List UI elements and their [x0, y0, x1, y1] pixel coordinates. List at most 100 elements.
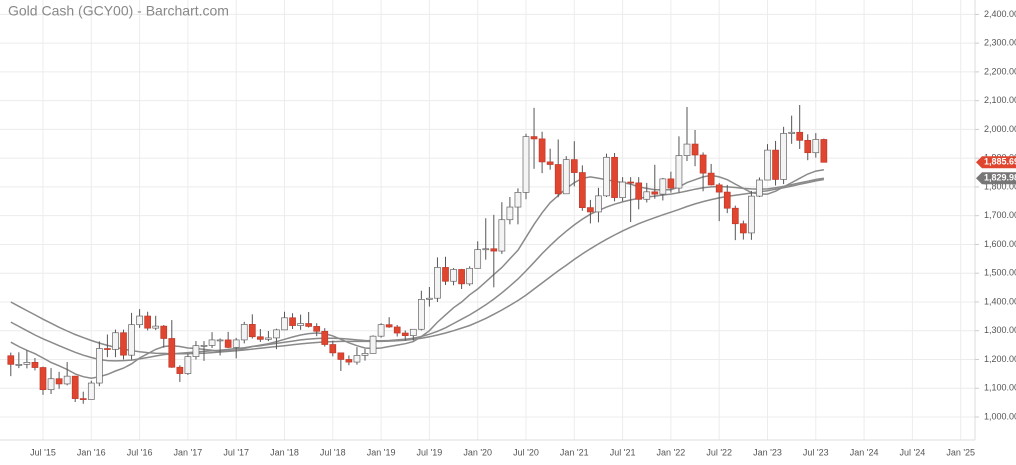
- candle-body: [554, 164, 562, 195]
- candle-body: [812, 139, 820, 154]
- y-tick-label: 2,100.00: [984, 95, 1016, 105]
- candle-body: [699, 154, 707, 174]
- candle-body: [788, 131, 796, 134]
- x-tick-label: Jul '17: [223, 447, 249, 457]
- x-tick-label: Jan '17: [174, 447, 203, 457]
- price-tag: [976, 156, 1016, 169]
- x-tick-label: Jul '24: [900, 447, 926, 457]
- candle-body: [804, 139, 812, 154]
- candle-body: [39, 367, 47, 391]
- candle-body: [200, 345, 208, 347]
- candle-body: [289, 317, 296, 326]
- x-tick-label: Jul '20: [513, 447, 539, 457]
- candle-body: [305, 323, 312, 327]
- candle-body: [731, 207, 739, 225]
- y-tick-label: 1,800.00: [984, 181, 1016, 191]
- candle-body: [79, 398, 87, 400]
- y-tick-label: 1,400.00: [984, 296, 1016, 306]
- candle-body: [659, 178, 667, 195]
- candle-body: [361, 353, 369, 356]
- moving-average: [10, 177, 825, 362]
- candle-body: [401, 332, 409, 336]
- candle-body: [522, 136, 530, 193]
- candle-body: [450, 269, 457, 282]
- candle-body: [627, 181, 635, 184]
- candle-body: [273, 329, 280, 339]
- x-tick-label: Jul '18: [320, 447, 346, 457]
- candle-body: [587, 207, 594, 213]
- x-tick-label: Jan '25: [946, 447, 975, 457]
- candle-body: [409, 328, 417, 336]
- candle-body: [160, 325, 168, 339]
- candle-body: [353, 355, 361, 363]
- candle-body: [47, 378, 55, 391]
- y-tick-label: 2,000.00: [984, 124, 1016, 134]
- candle-body: [723, 191, 731, 209]
- x-tick-label: Jul '19: [417, 447, 443, 457]
- grid: [0, 0, 975, 440]
- candle-body: [104, 348, 111, 350]
- chart-title: Gold Cash (GCY00) - Barchart.com: [8, 3, 229, 19]
- candle-body: [385, 324, 393, 328]
- candle-body: [538, 138, 546, 163]
- candle-body: [393, 326, 401, 334]
- candle-body: [281, 317, 288, 331]
- candle-body: [530, 136, 538, 140]
- candle-body: [216, 339, 224, 342]
- candle-body: [611, 156, 618, 198]
- x-tick-label: Jan '18: [270, 447, 299, 457]
- candle-body: [667, 178, 675, 189]
- candle-body: [265, 337, 272, 340]
- candle-body: [176, 366, 184, 374]
- candle-body: [152, 325, 160, 329]
- candle-body: [474, 249, 482, 269]
- candle-body: [208, 339, 216, 346]
- y-tick-label: 2,300.00: [984, 38, 1016, 48]
- x-tick-label: Jul '22: [706, 447, 732, 457]
- candle-body: [128, 324, 135, 356]
- candle-body: [240, 324, 248, 341]
- x-tick-label: Jan '24: [850, 447, 879, 457]
- candle-body: [691, 143, 699, 156]
- x-tick-label: Jan '16: [77, 447, 106, 457]
- candle-body: [224, 339, 232, 348]
- candle-body: [683, 143, 691, 156]
- candle-body: [595, 195, 602, 213]
- y-tick-label: 1,200.00: [984, 354, 1016, 364]
- candle-body: [739, 223, 747, 234]
- candle-body: [144, 315, 151, 329]
- moving-average: [10, 178, 825, 355]
- x-tick-label: Jan '23: [753, 447, 782, 457]
- candle-body: [31, 362, 39, 368]
- candle-body: [257, 336, 264, 340]
- candle-body: [87, 382, 95, 400]
- candle-body: [635, 182, 643, 200]
- y-tick-label: 1,300.00: [984, 325, 1016, 335]
- x-tick-label: Jan '21: [560, 447, 589, 457]
- y-tick-label: 2,200.00: [984, 66, 1016, 76]
- candle-body: [23, 362, 31, 365]
- candle-body: [780, 133, 787, 180]
- candle-body: [506, 206, 514, 221]
- candle-body: [772, 149, 779, 180]
- candle-body: [756, 179, 763, 197]
- y-tick-label: 1,700.00: [984, 210, 1016, 220]
- candle-body: [15, 364, 23, 366]
- candle-body: [764, 149, 771, 181]
- ma-tag: [976, 172, 1016, 185]
- candle-body: [95, 348, 103, 384]
- x-tick-label: Jul '16: [127, 447, 153, 457]
- candle-body: [482, 248, 490, 251]
- candle-body: [329, 344, 337, 354]
- candle-body: [466, 267, 473, 285]
- candle-body: [377, 324, 385, 337]
- candle-body: [651, 191, 659, 195]
- y-tick-label: 1,000.00: [984, 411, 1016, 421]
- candle-body: [715, 184, 723, 193]
- y-tick-label: 1,500.00: [984, 268, 1016, 278]
- candle-body: [7, 355, 15, 365]
- y-tick-label: 1,600.00: [984, 239, 1016, 249]
- candle-body: [297, 323, 304, 326]
- candle-body: [458, 269, 465, 285]
